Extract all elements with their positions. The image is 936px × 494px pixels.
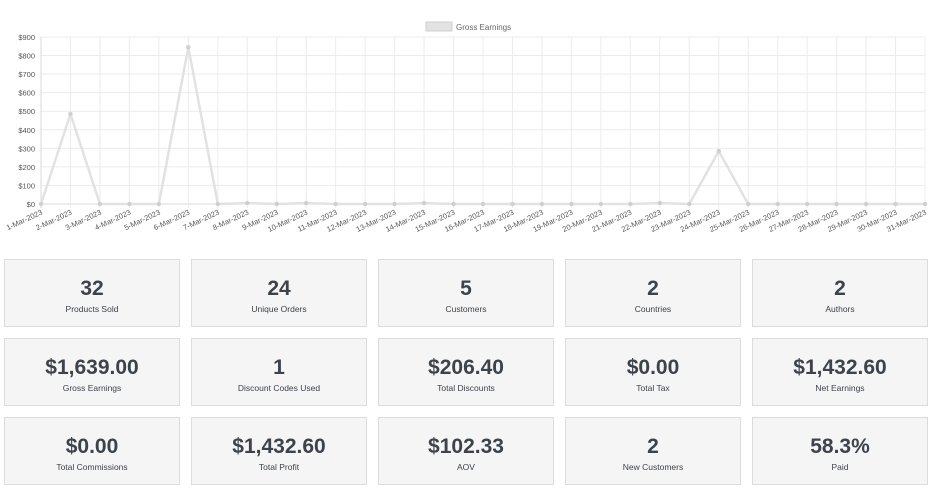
data-point[interactable] [362,201,368,207]
data-point[interactable] [922,201,928,207]
stat-value: 1 [273,356,285,379]
y-tick-label: $700 [18,70,35,79]
data-point[interactable] [628,201,633,207]
stat-value: $206.40 [428,356,504,379]
data-point[interactable] [746,201,751,207]
stat-label: Paid [831,462,849,472]
y-tick-label: $100 [18,181,35,190]
earnings-chart: Gross Earnings $0 $100 $200 $300 $400 $500 $60… [5,21,928,234]
stat-value: $1,639.00 [45,356,139,379]
stat-card-new-customers: 2 New Customers [565,417,741,485]
earnings-chart-svg: Gross Earnings $0 $100 $200 $300 $400 $500 $60… [5,21,928,234]
y-tick-label: $500 [18,107,35,116]
stat-card-total-profit: $1,432.60 Total Profit [191,417,367,485]
stat-label: Authors [825,304,855,314]
stat-label: Net Earnings [815,383,865,393]
stat-label: Countries [634,304,672,314]
stat-card-aov: $102.33 AOV [378,417,554,485]
data-point[interactable] [569,201,574,207]
data-point[interactable] [186,45,191,50]
y-tick-label: $400 [18,126,35,135]
stat-label: Customers [445,304,487,314]
stat-card-authors: 2 Authors [752,259,928,327]
stat-label: Unique Orders [251,304,307,314]
y-tick-label: $900 [18,33,35,42]
legend-swatch [425,21,453,32]
data-point[interactable] [804,201,810,207]
data-point[interactable] [510,201,515,207]
stat-label: New Customers [622,462,684,472]
data-point[interactable] [304,200,309,206]
y-tick-label: $0 [27,200,35,209]
stat-value: 24 [267,277,291,300]
stat-card-customers: 5 Customers [378,259,554,327]
stat-label: Total Tax [636,383,670,393]
stat-label: Gross Earnings [62,383,122,393]
stat-card-countries: 2 Countries [565,259,741,327]
data-point[interactable] [687,201,692,207]
stat-value: 2 [647,435,659,458]
stat-card-total-commissions: $0.00 Total Commissions [4,417,180,485]
chart-legend[interactable]: Gross Earnings [425,21,511,32]
stat-card-gross-earnings: $1,639.00 Gross Earnings [4,338,180,406]
stat-card-net-earnings: $1,432.60 Net Earnings [752,338,928,406]
data-point[interactable] [893,201,898,207]
stat-label: Total Profit [258,462,300,472]
data-point[interactable] [38,201,44,207]
y-axis: $0 $100 $200 $300 $400 $500 $600 $700 $800 $900 [18,33,35,209]
stat-value: $0.00 [65,435,119,458]
data-point[interactable] [834,201,839,207]
stat-value: $102.33 [428,435,504,458]
stat-value: 5 [460,277,472,300]
y-tick-label: $300 [18,144,35,153]
y-tick-label: $600 [18,89,35,98]
series-gross-earnings [38,45,928,207]
stat-card-paid: 58.3% Paid [752,417,928,485]
data-point[interactable] [716,148,721,154]
stat-value: $1,432.60 [793,356,887,379]
stat-card-discount-codes-used: 1 Discount Codes Used [191,338,367,406]
stat-card-total-tax: $0.00 Total Tax [565,338,741,406]
data-point[interactable] [97,201,103,207]
y-tick-label: $800 [18,52,35,61]
data-point[interactable] [598,201,604,207]
stat-value: $0.00 [626,356,680,379]
chart-grid [40,36,926,208]
stat-label: Products Sold [65,304,119,314]
x-axis: 1-Mar-20232-Mar-20233-Mar-20234-Mar-2023… [5,208,928,234]
legend-label: Gross Earnings [456,23,511,32]
data-point[interactable] [156,201,162,207]
data-point[interactable] [127,201,132,207]
data-point[interactable] [480,201,486,207]
data-point[interactable] [215,201,220,207]
stat-label: Discount Codes Used [237,383,321,393]
data-point[interactable] [421,200,427,206]
stat-value: $1,432.60 [232,435,326,458]
stat-value: 58.3% [810,435,870,458]
data-point[interactable] [539,201,545,207]
stat-label: Total Commissions [56,462,128,472]
data-point[interactable] [451,201,456,207]
data-point[interactable] [333,201,338,207]
y-tick-label: $200 [18,163,35,172]
stat-value: 2 [834,277,846,300]
data-point[interactable] [68,111,73,117]
data-point[interactable] [274,201,279,207]
stat-card-unique-orders: 24 Unique Orders [191,259,367,327]
stat-card-total-discounts: $206.40 Total Discounts [378,338,554,406]
data-point[interactable] [657,200,662,206]
data-point[interactable] [863,201,869,207]
stat-value: 32 [80,277,104,300]
data-point[interactable] [775,201,780,207]
stat-label: AOV [457,462,475,472]
stat-value: 2 [647,277,659,300]
stat-label: Total Discounts [437,383,495,393]
data-point[interactable] [245,200,250,206]
data-point[interactable] [392,201,397,207]
stat-card-products-sold: 32 Products Sold [4,259,180,327]
